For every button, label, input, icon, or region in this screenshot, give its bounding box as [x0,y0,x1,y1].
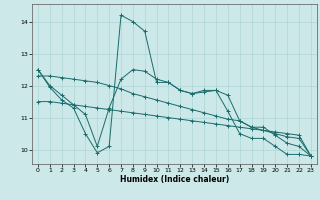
X-axis label: Humidex (Indice chaleur): Humidex (Indice chaleur) [120,175,229,184]
